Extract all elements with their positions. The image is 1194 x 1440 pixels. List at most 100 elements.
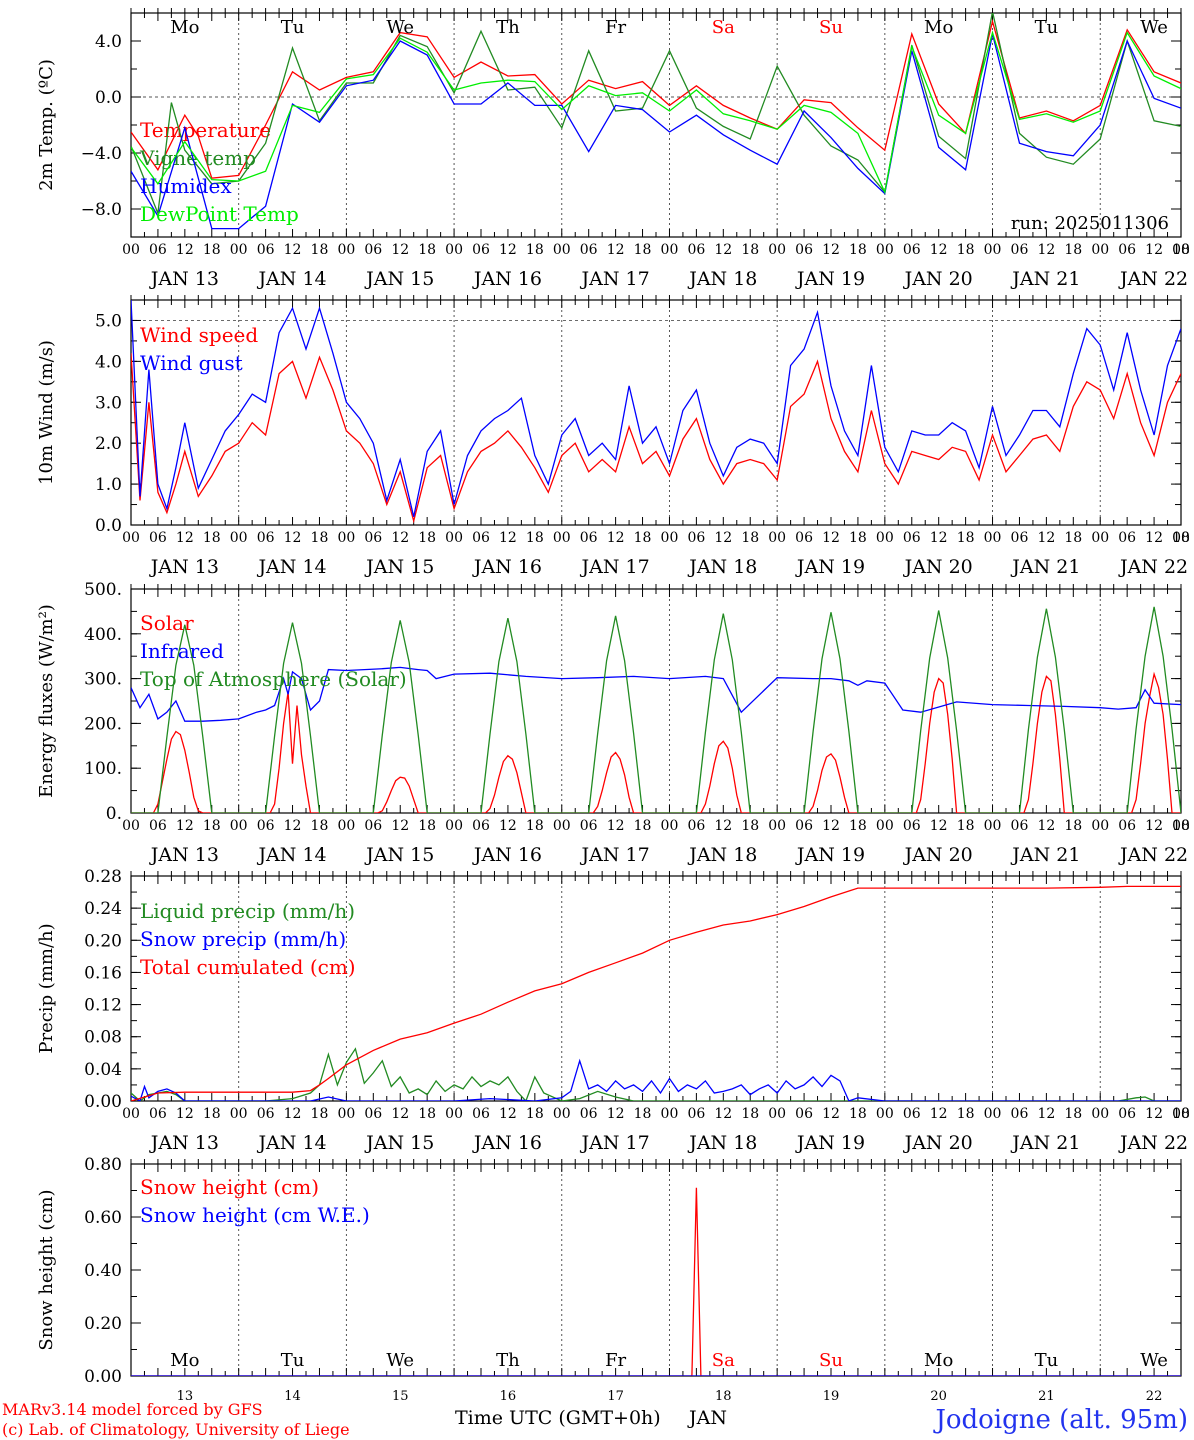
day-name: Th	[496, 1350, 520, 1371]
x-hour-label: 06	[364, 530, 382, 546]
day-name: Th	[496, 17, 520, 38]
x-hour-label: 12	[714, 242, 732, 258]
day-name: Sa	[712, 1350, 735, 1371]
series-line	[131, 1058, 1181, 1101]
legend-entry: Temperature	[140, 118, 271, 142]
x-hour-label: 00	[661, 1106, 679, 1122]
x-date-label: JAN 17	[580, 1132, 650, 1154]
x-date-label: JAN 17	[580, 844, 650, 866]
x-date-label: JAN 19	[795, 268, 865, 290]
day-number: 20	[930, 1389, 947, 1404]
x-hour-label: 00	[768, 530, 786, 546]
x-hour-label: 12	[1145, 818, 1163, 834]
day-name: Mo	[924, 1350, 953, 1371]
x-date-label: JAN 21	[1010, 556, 1080, 578]
x-hour-label: 00	[553, 818, 571, 834]
x-hour-label: 00	[553, 530, 571, 546]
x-hour-label: 00	[1091, 242, 1109, 258]
x-hour-label: 06	[1011, 242, 1029, 258]
day-name: We	[1140, 17, 1168, 38]
day-name: We	[1140, 1350, 1168, 1371]
x-hour-label: 06	[687, 242, 705, 258]
x-date-label: JAN 18	[687, 1132, 757, 1154]
legend-entry: Wind gust	[140, 351, 243, 375]
y-tick-label: 100.	[84, 759, 122, 779]
location-label: Jodoigne (alt. 95m)	[932, 1405, 1188, 1435]
x-date-label: JAN 13	[149, 268, 219, 290]
y-tick-label: 4.0	[95, 32, 122, 52]
series-line	[131, 885, 1181, 1101]
x-hour-label: 18	[1172, 818, 1190, 834]
y-axis-label: 10m Wind (m/s)	[36, 340, 57, 485]
x-hour-label: 06	[687, 530, 705, 546]
y-axis-label: 2m Temp. (ºC)	[36, 59, 57, 191]
x-hour-label: 18	[526, 530, 544, 546]
x-date-label: JAN 13	[149, 844, 219, 866]
x-date-label: JAN 22	[1118, 1132, 1188, 1154]
x-date-label: JAN 14	[256, 1132, 326, 1154]
chart-panel-1: −8.0 −4.0 0.0 4.0 2m Temp. (ºC) Temperature Vi…	[36, 8, 1190, 290]
y-tick-label: 5.0	[95, 311, 122, 331]
day-name: We	[386, 1350, 414, 1371]
legend-entry: Vigne temp	[139, 146, 256, 170]
x-hour-label: 06	[687, 818, 705, 834]
x-hour-label: 00	[445, 818, 463, 834]
series-line	[131, 300, 1181, 517]
x-hour-label: 12	[284, 242, 302, 258]
x-hour-label: 00	[337, 530, 355, 546]
x-date-label: JAN 19	[795, 1132, 865, 1154]
x-hour-label: 12	[714, 818, 732, 834]
x-hour-label: 06	[903, 1106, 921, 1122]
x-hour-label: 12	[284, 1106, 302, 1122]
y-tick-label: 0.40	[84, 1261, 122, 1281]
chart-panel-2: 0.0 1.0 2.0 3.0 4.0 5.0 10m Wind (m/s) Wind spe…	[36, 295, 1190, 578]
y-tick-label: −4.0	[81, 144, 122, 164]
day-name: Su	[819, 1350, 843, 1371]
legend-entry: Infrared	[140, 639, 224, 663]
day-name: Sa	[712, 17, 735, 38]
x-hour-label: 06	[257, 530, 275, 546]
y-tick-label: 500.	[84, 580, 122, 600]
x-hour-label: 12	[822, 1106, 840, 1122]
chart-panel-3: 0. 100. 200. 300. 400. 500. Energy fluxes (W/m…	[36, 580, 1190, 866]
x-hour-label: 06	[580, 242, 598, 258]
x-hour-label: 06	[257, 1106, 275, 1122]
x-hour-label: 00	[876, 242, 894, 258]
x-hour-label: 12	[391, 818, 409, 834]
legend-entry: Snow height (cm W.E.)	[140, 1203, 370, 1227]
x-date-label: JAN 17	[580, 556, 650, 578]
x-date-label: JAN 20	[903, 268, 973, 290]
x-hour-label: 12	[607, 530, 625, 546]
series-line	[131, 671, 1181, 813]
x-hour-label: 06	[364, 818, 382, 834]
y-tick-label: 200.	[84, 714, 122, 734]
x-hour-label: 12	[391, 242, 409, 258]
x-hour-label: 18	[1064, 818, 1082, 834]
x-hour-label: 12	[930, 242, 948, 258]
x-hour-label: 18	[741, 818, 759, 834]
x-date-label: JAN 19	[795, 556, 865, 578]
x-hour-label: 06	[149, 530, 167, 546]
series-line	[131, 1047, 1181, 1101]
y-tick-label: 2.0	[95, 434, 122, 454]
x-hour-label: 12	[499, 530, 517, 546]
x-date-label: JAN 22	[1118, 844, 1188, 866]
x-date-label: JAN 19	[795, 844, 865, 866]
x-hour-label: 18	[634, 1106, 652, 1122]
legend-entry: Snow precip (mm/h)	[140, 927, 346, 951]
x-date-label: JAN 14	[256, 268, 326, 290]
x-hour-label: 00	[553, 1106, 571, 1122]
legend-entry: Top of Atmosphere (Solar)	[140, 667, 407, 691]
x-hour-label: 00	[768, 818, 786, 834]
x-hour-label: 18	[418, 1106, 436, 1122]
day-name: Tu	[281, 1350, 305, 1371]
day-name: Tu	[281, 17, 305, 38]
x-date-label: JAN 21	[1010, 268, 1080, 290]
series-line	[131, 353, 1181, 524]
x-hour-label: 00	[984, 530, 1002, 546]
x-hour-label: 00	[1091, 1106, 1109, 1122]
y-tick-label: 0.00	[84, 1367, 122, 1387]
y-axis-label: Precip (mm/h)	[36, 923, 57, 1053]
x-hour-label: 12	[822, 530, 840, 546]
x-hour-label: 18	[1172, 530, 1190, 546]
